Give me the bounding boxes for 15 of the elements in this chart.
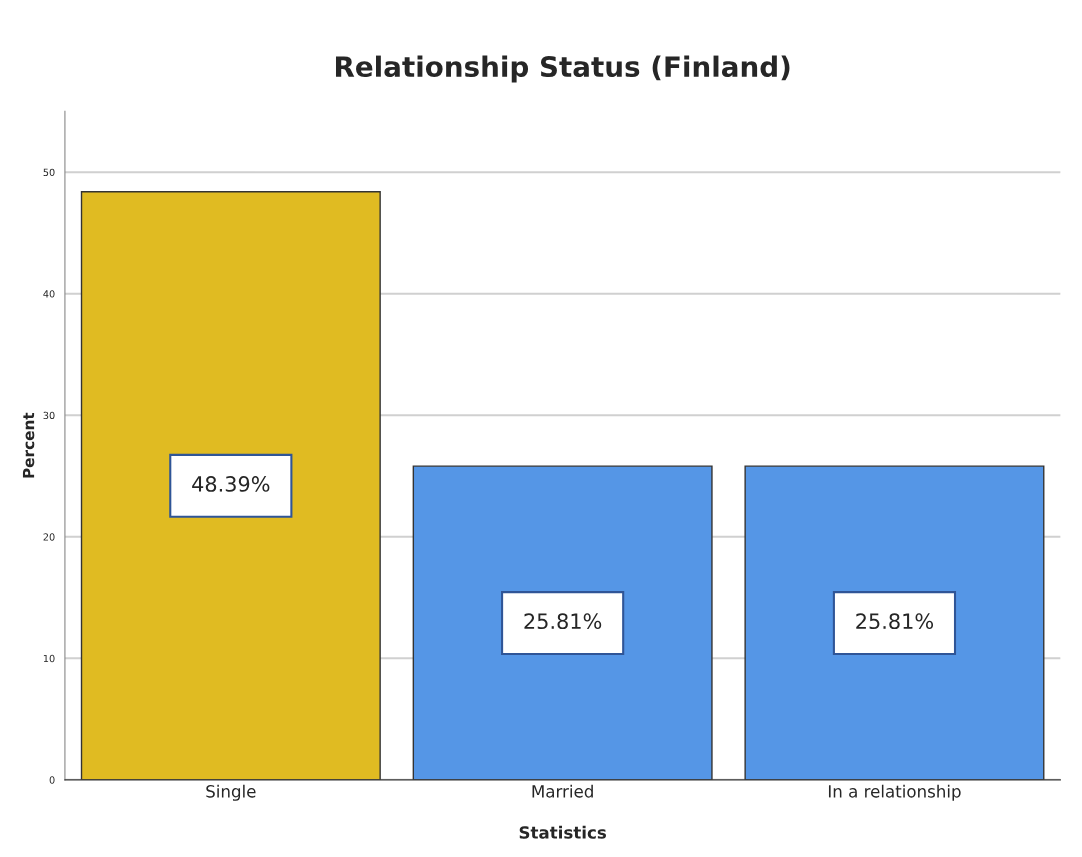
- data-label: 25.81%: [856, 613, 934, 630]
- y-tick-label: 30: [43, 411, 55, 420]
- data-label: 25.81%: [524, 613, 602, 630]
- y-tick-label: 40: [43, 290, 55, 298]
- x-tick-label: In a relationship: [828, 784, 961, 801]
- y-axis-title: Percent: [22, 412, 35, 478]
- data-label: 48.39%: [192, 476, 270, 492]
- y-tick-label: 10: [43, 654, 55, 663]
- x-tick-label: Single: [206, 784, 256, 801]
- y-tick-label: 0: [49, 776, 55, 784]
- x-axis-title: Statistics: [519, 825, 606, 839]
- y-tick-label: 50: [43, 168, 55, 177]
- x-tick-label: Married: [532, 784, 593, 798]
- chart-title: Relationship Status (Finland): [335, 55, 790, 83]
- y-tick-label: 20: [43, 533, 55, 541]
